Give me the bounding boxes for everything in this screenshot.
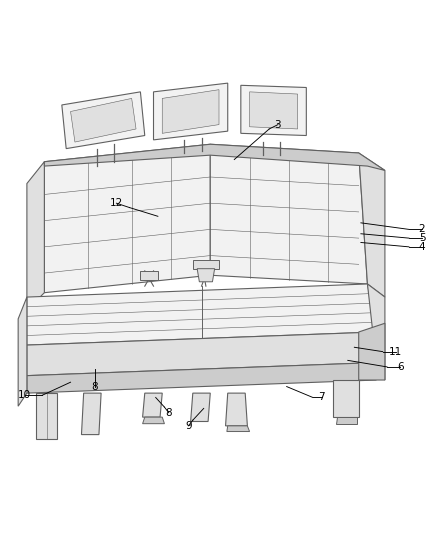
Polygon shape bbox=[27, 284, 376, 345]
Text: 8: 8 bbox=[91, 382, 98, 392]
Polygon shape bbox=[197, 269, 215, 282]
Polygon shape bbox=[44, 144, 385, 171]
Polygon shape bbox=[141, 271, 158, 280]
Polygon shape bbox=[359, 323, 385, 380]
Polygon shape bbox=[44, 144, 210, 293]
Polygon shape bbox=[241, 85, 306, 135]
Polygon shape bbox=[143, 417, 164, 424]
Polygon shape bbox=[250, 92, 297, 129]
Polygon shape bbox=[71, 99, 136, 142]
Polygon shape bbox=[35, 393, 57, 439]
Polygon shape bbox=[367, 284, 385, 380]
Polygon shape bbox=[18, 297, 27, 406]
Text: 5: 5 bbox=[419, 233, 425, 243]
Text: 11: 11 bbox=[389, 346, 403, 357]
Polygon shape bbox=[27, 332, 376, 376]
Polygon shape bbox=[193, 260, 219, 269]
Polygon shape bbox=[27, 362, 376, 393]
Polygon shape bbox=[81, 393, 101, 434]
Polygon shape bbox=[27, 161, 44, 310]
Text: 2: 2 bbox=[419, 224, 425, 235]
Text: 8: 8 bbox=[166, 408, 172, 418]
Polygon shape bbox=[143, 393, 162, 417]
Text: 3: 3 bbox=[275, 119, 281, 130]
Polygon shape bbox=[227, 426, 250, 432]
Polygon shape bbox=[226, 393, 247, 426]
Text: 10: 10 bbox=[18, 390, 31, 400]
Polygon shape bbox=[332, 380, 359, 417]
Text: 6: 6 bbox=[397, 362, 403, 372]
Polygon shape bbox=[359, 153, 385, 297]
Text: 4: 4 bbox=[419, 242, 425, 252]
Text: 12: 12 bbox=[110, 198, 123, 208]
Polygon shape bbox=[62, 92, 145, 149]
Text: 7: 7 bbox=[318, 392, 325, 402]
Polygon shape bbox=[336, 417, 357, 424]
Polygon shape bbox=[191, 393, 210, 422]
Text: 9: 9 bbox=[185, 421, 192, 431]
Polygon shape bbox=[153, 83, 228, 140]
Polygon shape bbox=[162, 90, 219, 133]
Polygon shape bbox=[210, 144, 367, 284]
